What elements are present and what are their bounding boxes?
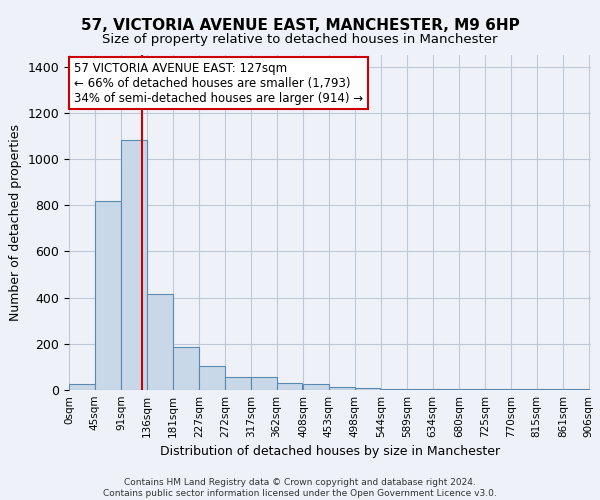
Bar <box>381 389 407 390</box>
Bar <box>173 348 199 390</box>
Bar <box>225 378 251 390</box>
Bar <box>121 140 147 390</box>
Bar <box>199 366 225 390</box>
Y-axis label: Number of detached properties: Number of detached properties <box>9 124 22 321</box>
Bar <box>251 378 277 390</box>
Text: Contains HM Land Registry data © Crown copyright and database right 2024.
Contai: Contains HM Land Registry data © Crown c… <box>103 478 497 498</box>
Bar <box>69 384 95 390</box>
Bar <box>407 389 433 390</box>
Bar <box>303 384 329 390</box>
Bar <box>433 389 458 390</box>
Text: 57, VICTORIA AVENUE EAST, MANCHESTER, M9 6HP: 57, VICTORIA AVENUE EAST, MANCHESTER, M9… <box>80 18 520 32</box>
Bar <box>147 294 173 390</box>
Bar <box>355 388 380 390</box>
Bar <box>277 383 302 390</box>
Bar <box>329 386 355 390</box>
X-axis label: Distribution of detached houses by size in Manchester: Distribution of detached houses by size … <box>160 446 500 458</box>
Text: 57 VICTORIA AVENUE EAST: 127sqm
← 66% of detached houses are smaller (1,793)
34%: 57 VICTORIA AVENUE EAST: 127sqm ← 66% of… <box>74 62 364 104</box>
Text: Size of property relative to detached houses in Manchester: Size of property relative to detached ho… <box>102 32 498 46</box>
Bar <box>459 389 485 390</box>
Bar <box>95 200 121 390</box>
